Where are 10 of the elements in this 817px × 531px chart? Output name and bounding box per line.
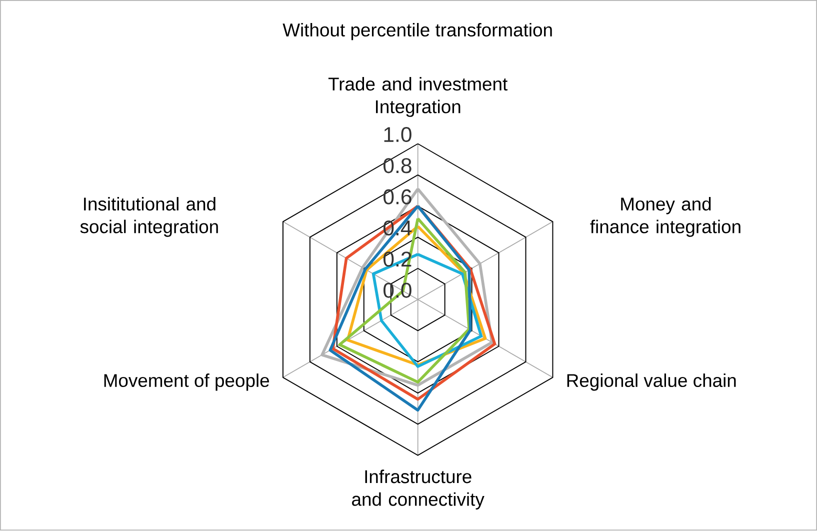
spoke-label: Trade and investment Integration — [328, 77, 508, 118]
spoke-label: Money and finance integration — [590, 197, 740, 238]
spoke-label: Movement of people — [104, 374, 269, 391]
y-tick-label: 0.6 — [384, 190, 412, 205]
chart-title: Without percentile transformation — [282, 23, 552, 40]
spoke-label: Regional value chain — [567, 374, 736, 391]
y-tick-label: 0.8 — [384, 158, 412, 174]
spoke-label: Infrastructure and connectivity — [352, 470, 484, 510]
y-tick-label: 1.0 — [384, 127, 412, 142]
spoke-label: Insititutional and social integration — [80, 197, 218, 238]
